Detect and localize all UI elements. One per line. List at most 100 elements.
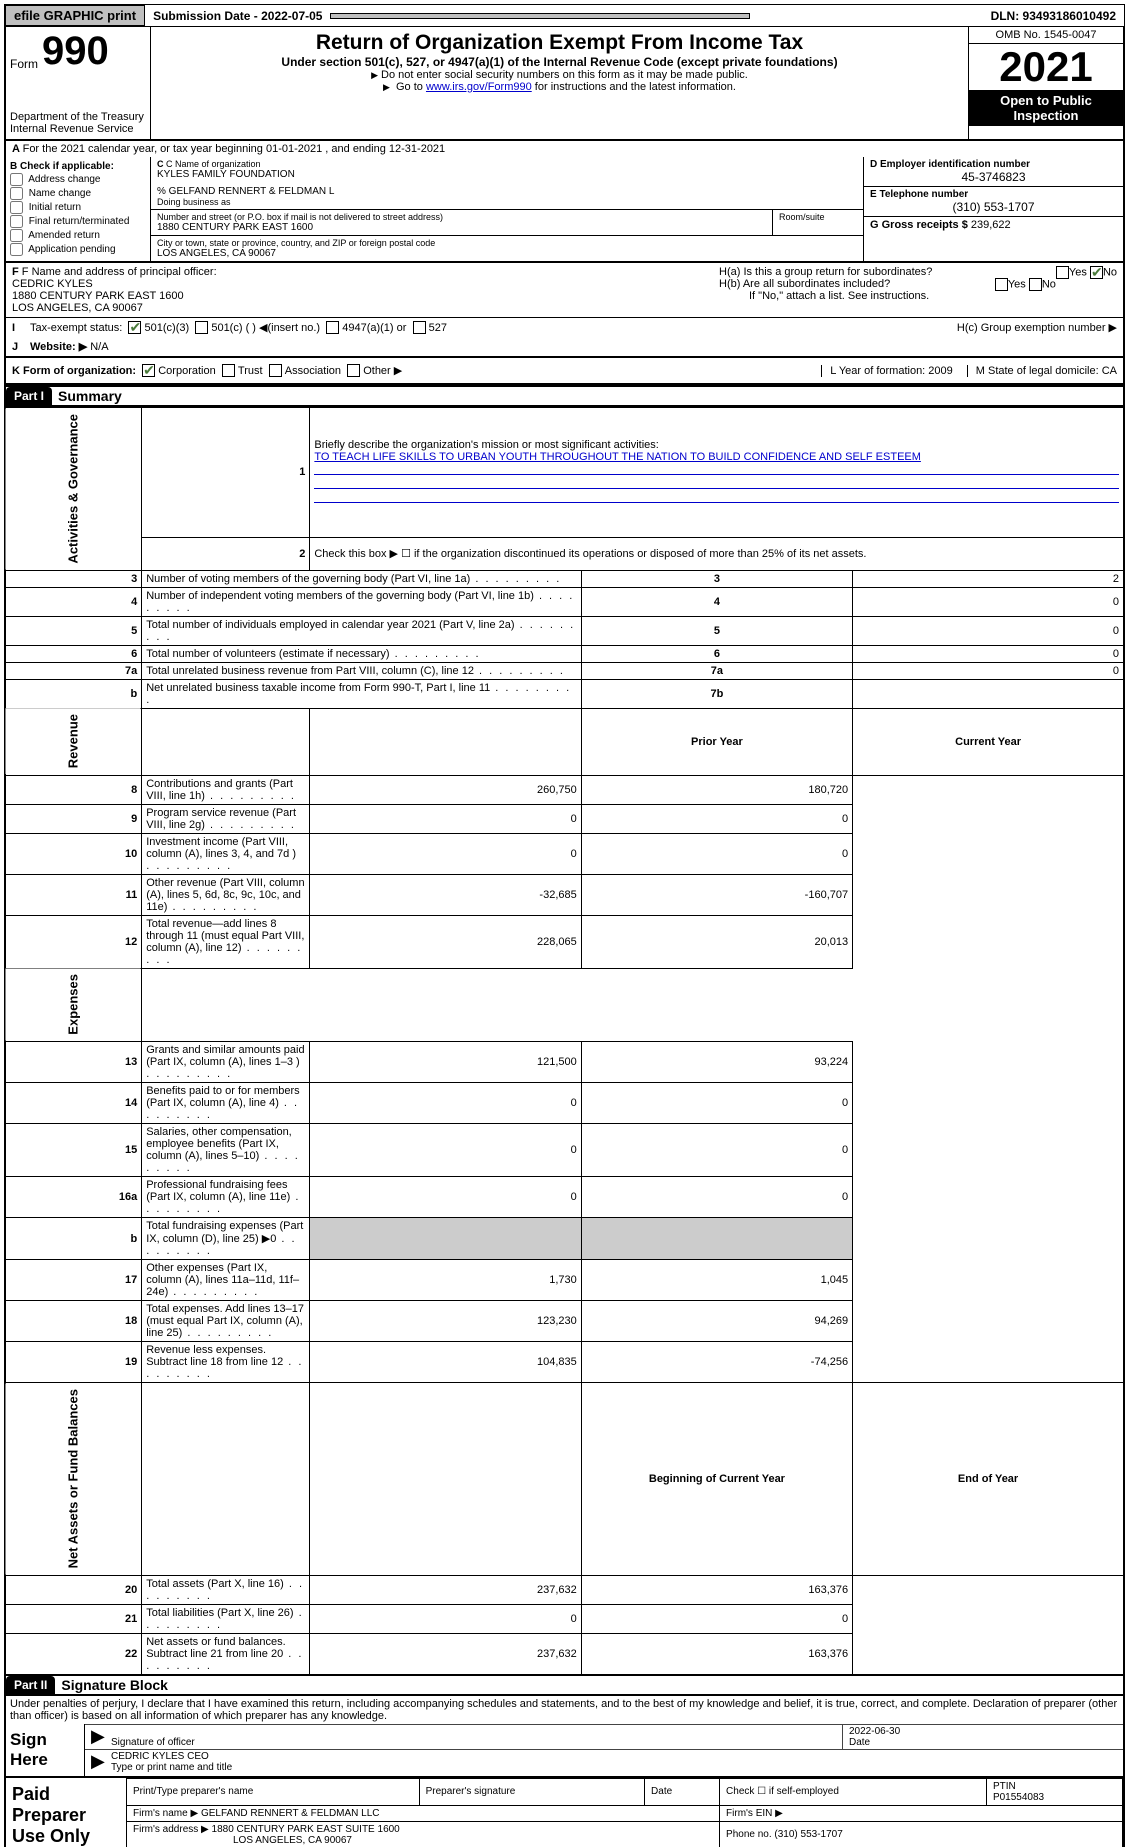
section-bcdeg: B Check if applicable: Address change Na…	[4, 157, 1125, 263]
mission-text: TO TEACH LIFE SKILLS TO URBAN YOUTH THRO…	[314, 451, 921, 463]
firm-phone: Phone no. (310) 553-1707	[720, 1821, 1123, 1847]
arrow-icon: ▶	[85, 1750, 105, 1774]
phone-lbl: E Telephone number	[870, 189, 1117, 200]
firm-name: GELFAND RENNERT & FELDMAN LLC	[201, 1808, 380, 1819]
table-row: 22Net assets or fund balances. Subtract …	[5, 1633, 1124, 1675]
h-b: H(b) Are all subordinates included?	[719, 278, 890, 290]
501c-checkbox[interactable]	[195, 321, 208, 334]
table-row: 16aProfessional fundraising fees (Part I…	[5, 1177, 1124, 1218]
table-row: bNet unrelated business taxable income f…	[5, 679, 1124, 708]
state-domicile: M State of legal domicile: CA	[967, 365, 1117, 377]
other-checkbox[interactable]	[347, 364, 360, 377]
gross-lbl: G Gross receipts $	[870, 219, 968, 231]
f-lbl: F Name and address of principal officer:	[22, 266, 217, 278]
tab-net: Net Assets or Fund Balances	[5, 1383, 142, 1575]
tab-revenue: Revenue	[5, 708, 142, 775]
street-address: 1880 CENTURY PARK EAST 1600	[157, 222, 766, 233]
ein-value: 45-3746823	[870, 170, 1117, 184]
527-checkbox[interactable]	[413, 321, 426, 334]
table-row: 3Number of voting members of the governi…	[5, 570, 1124, 587]
sign-date: 2022-06-30	[849, 1726, 900, 1737]
ein-lbl: D Employer identification number	[870, 159, 1117, 170]
officer-city: LOS ANGELES, CA 90067	[12, 302, 143, 314]
table-row: 13Grants and similar amounts paid (Part …	[5, 1042, 1124, 1083]
note-ssn: Do not enter social security numbers on …	[159, 69, 960, 81]
table-row: 15Salaries, other compensation, employee…	[5, 1124, 1124, 1177]
table-row: 9Program service revenue (Part VIII, lin…	[5, 804, 1124, 833]
table-row: 18Total expenses. Add lines 13–17 (must …	[5, 1301, 1124, 1342]
note-link: Go to www.irs.gov/Form990 for instructio…	[159, 81, 960, 93]
firm-name-lbl: Firm's name ▶	[133, 1808, 198, 1819]
ha-no-checkbox[interactable]	[1090, 266, 1103, 279]
trust-checkbox[interactable]	[222, 364, 235, 377]
header-left: Form 990 Department of the Treasury Inte…	[6, 27, 151, 139]
form-number: 990	[42, 31, 109, 71]
preparer-label: Paid Preparer Use Only	[6, 1778, 126, 1847]
efile-print-button[interactable]: efile GRAPHIC print	[5, 5, 145, 26]
box-b: B Check if applicable: Address change Na…	[6, 157, 151, 261]
omb-number: OMB No. 1545-0047	[969, 27, 1123, 44]
box-b-item[interactable]: Amended return	[10, 229, 146, 242]
h-a: H(a) Is this a group return for subordin…	[719, 266, 932, 278]
box-b-item[interactable]: Address change	[10, 173, 146, 186]
box-b-item[interactable]: Final return/terminated	[10, 215, 146, 228]
box-c: C C Name of organization KYLES FAMILY FO…	[151, 157, 863, 261]
form-word: Form	[10, 57, 38, 71]
signature-block: Under penalties of perjury, I declare th…	[4, 1696, 1125, 1847]
boxes-deg: D Employer identification number 45-3746…	[863, 157, 1123, 261]
table-row: 12Total revenue—add lines 8 through 11 (…	[5, 915, 1124, 968]
officer-sign-name: CEDRIC KYLES CEO	[111, 1751, 209, 1762]
opt-corp: Corporation	[158, 365, 215, 377]
hb-yes-checkbox[interactable]	[995, 278, 1008, 291]
note-suffix: for instructions and the latest informat…	[535, 81, 736, 93]
h-c: H(c) Group exemption number ▶	[957, 321, 1117, 334]
opt-501c3: 501(c)(3)	[145, 322, 190, 334]
sig-officer-lbl: Signature of officer	[111, 1737, 195, 1748]
line-a: A For the 2021 calendar year, or tax yea…	[4, 141, 1125, 157]
table-row: 4Number of independent voting members of…	[5, 587, 1124, 616]
assoc-checkbox[interactable]	[269, 364, 282, 377]
table-row: 5Total number of individuals employed in…	[5, 616, 1124, 645]
header-right: OMB No. 1545-0047 2021 Open to Public In…	[968, 27, 1123, 139]
hdr-end: End of Year	[853, 1383, 1124, 1575]
box-b-item[interactable]: Initial return	[10, 201, 146, 214]
irs-link[interactable]: www.irs.gov/Form990	[426, 81, 532, 93]
table-row: 8Contributions and grants (Part VIII, li…	[5, 775, 1124, 804]
part1-title: Summary	[52, 388, 122, 404]
row-j: J Website: ▶ N/A	[4, 337, 1125, 357]
box-h: H(a) Is this a group return for subordin…	[713, 263, 1123, 317]
h-note: If "No," attach a list. See instructions…	[719, 290, 1117, 302]
501c3-checkbox[interactable]	[128, 321, 141, 334]
hb-no-checkbox[interactable]	[1029, 278, 1042, 291]
tax-year: 2021	[969, 44, 1123, 90]
corp-checkbox[interactable]	[142, 364, 155, 377]
box-b-header: B Check if applicable:	[10, 161, 146, 172]
q1-text: Briefly describe the organization's miss…	[314, 439, 658, 451]
firm-ein-lbl: Firm's EIN ▶	[720, 1805, 1123, 1821]
section-fh: F F Name and address of principal office…	[4, 263, 1125, 318]
spacer-bar	[330, 13, 750, 19]
declaration-text: Under penalties of perjury, I declare th…	[6, 1696, 1123, 1724]
officer-name: CEDRIC KYLES	[12, 278, 93, 290]
box-b-item[interactable]: Name change	[10, 187, 146, 200]
year-formation: L Year of formation: 2009	[821, 365, 953, 377]
ha-yes-checkbox[interactable]	[1056, 266, 1069, 279]
hdr-current: Current Year	[853, 708, 1124, 775]
4947-checkbox[interactable]	[326, 321, 339, 334]
box-f: F F Name and address of principal office…	[6, 263, 713, 317]
table-row: 7aTotal unrelated business revenue from …	[5, 662, 1124, 679]
note-prefix: Go to	[396, 81, 426, 93]
box-b-item[interactable]: Application pending	[10, 243, 146, 256]
opt-4947: 4947(a)(1) or	[342, 322, 406, 334]
name-title-lbl: Type or print name and title	[111, 1762, 232, 1773]
website-value: N/A	[90, 341, 108, 353]
part2-title: Signature Block	[55, 1677, 168, 1693]
table-row: 10Investment income (Part VIII, column (…	[5, 833, 1124, 874]
opt-assoc: Association	[285, 365, 341, 377]
opt-527: 527	[429, 322, 447, 334]
dept-label: Department of the Treasury Internal Reve…	[10, 111, 146, 135]
open-inspection: Open to Public Inspection	[969, 90, 1123, 126]
j-lbl: Website: ▶	[30, 340, 87, 353]
addr-lbl: Number and street (or P.O. box if mail i…	[157, 212, 766, 222]
header-center: Return of Organization Exempt From Incom…	[151, 27, 968, 139]
